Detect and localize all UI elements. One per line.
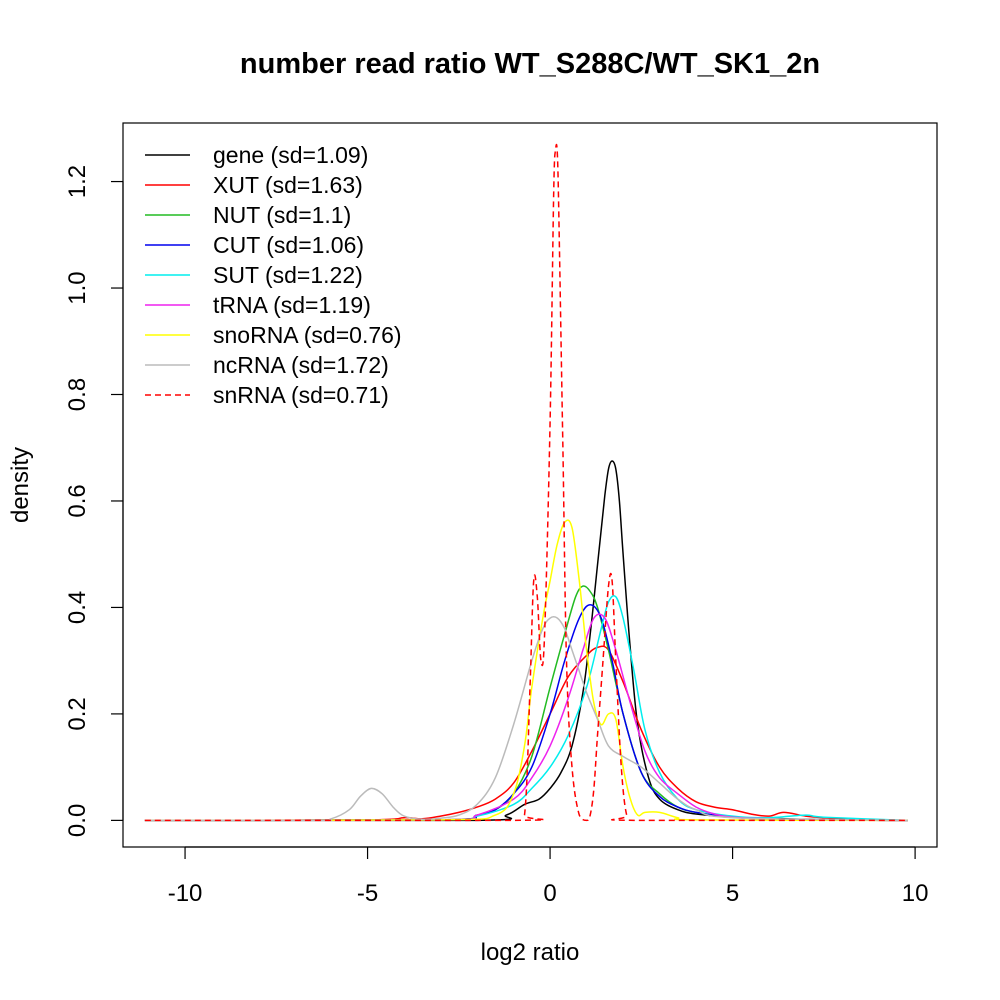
series-line-7 <box>144 616 908 822</box>
x-axis: -10 -5 0 5 10 <box>168 846 929 907</box>
y-axis-label: density <box>7 447 34 523</box>
legend-label: NUT (sd=1.1) <box>213 202 351 228</box>
legend-label: XUT (sd=1.63) <box>213 172 363 198</box>
legend-label: tRNA (sd=1.19) <box>213 292 371 318</box>
legend-label: gene (sd=1.09) <box>213 142 368 168</box>
series-line-1 <box>144 645 908 822</box>
series-layer <box>144 143 908 822</box>
y-tick-label: 0.6 <box>64 484 91 517</box>
series-line-0 <box>144 460 908 822</box>
legend-label: ncRNA (sd=1.72) <box>213 352 389 378</box>
x-tick-label: 10 <box>902 880 929 907</box>
series-line-8 <box>144 143 908 822</box>
legend: gene (sd=1.09) XUT (sd=1.63) NUT (sd=1.1) C… <box>145 142 402 408</box>
y-tick-label: 1.0 <box>64 271 91 304</box>
legend-label: snoRNA (sd=0.76) <box>213 322 402 348</box>
x-tick-label: -10 <box>168 880 203 907</box>
series-line-6 <box>144 519 908 822</box>
x-tick-label: 5 <box>726 880 739 907</box>
y-tick-label: 0.0 <box>64 804 91 837</box>
x-tick-label: 0 <box>543 880 556 907</box>
x-axis-label: log2 ratio <box>481 939 580 966</box>
x-tick-label: -5 <box>357 880 378 907</box>
y-axis: 0.0 0.2 0.4 0.6 0.8 1.0 1.2 <box>64 165 124 837</box>
chart-title: number read ratio WT_S288C/WT_SK1_2n <box>240 48 820 80</box>
y-tick-label: 0.2 <box>64 697 91 730</box>
legend-label: CUT (sd=1.06) <box>213 232 364 258</box>
legend-label: snRNA (sd=0.71) <box>213 382 389 408</box>
y-tick-label: 0.8 <box>64 378 91 411</box>
y-tick-label: 0.4 <box>64 591 91 624</box>
y-tick-label: 1.2 <box>64 165 91 198</box>
legend-label: SUT (sd=1.22) <box>213 262 363 288</box>
series-line-3 <box>144 604 908 822</box>
